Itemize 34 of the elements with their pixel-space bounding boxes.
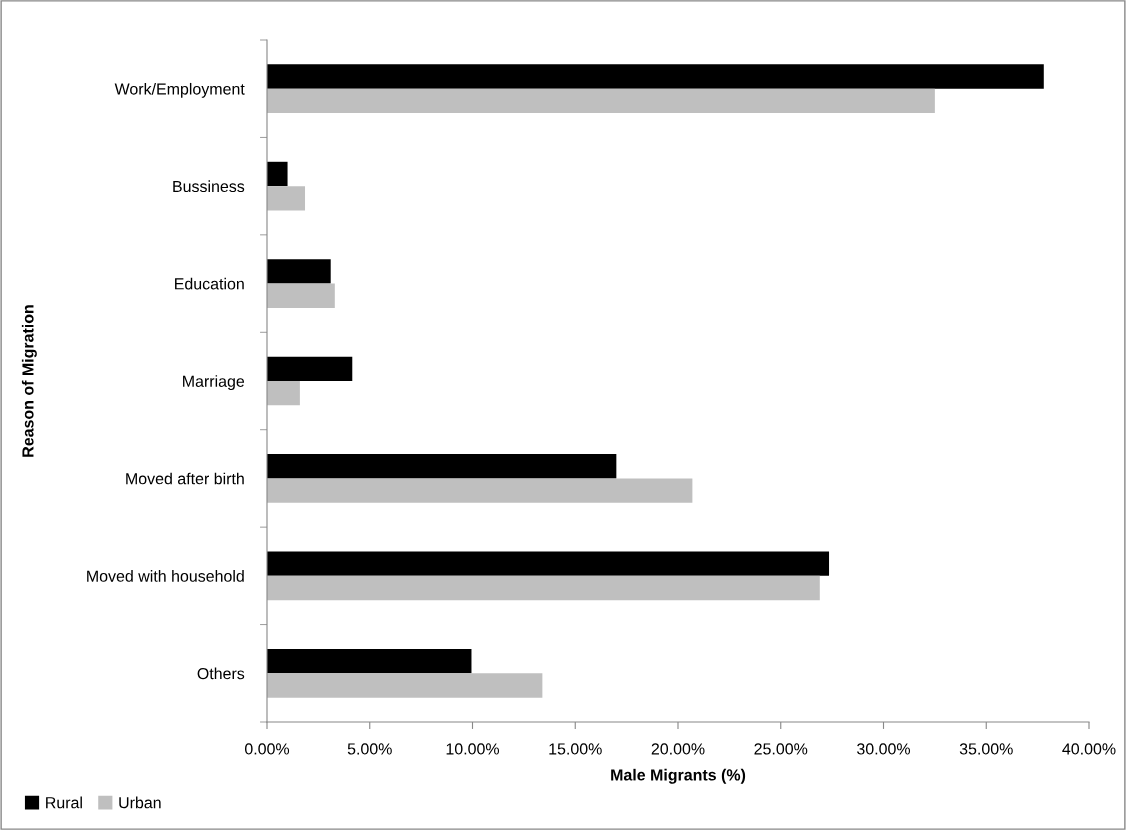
x-tick-label: 35.00%: [959, 743, 1013, 755]
y-tick-label: Bussiness: [173, 180, 245, 193]
y-tick-label: Marriage: [183, 375, 245, 391]
x-tick-label: 20.00%: [651, 743, 705, 755]
y-tick-label: Moved after birth: [126, 472, 244, 485]
y-axis-title: Reason of Migration: [21, 305, 37, 457]
bar: [267, 673, 543, 698]
y-tick-label: Moved with household: [87, 570, 244, 582]
legend-label: Rural: [46, 796, 82, 809]
x-tick-label: 25.00%: [754, 743, 808, 755]
y-tick-label: Others: [197, 667, 245, 680]
bar: [267, 283, 335, 308]
bar: [267, 575, 820, 601]
bar: [267, 356, 353, 381]
bar: [267, 551, 830, 576]
bar: [267, 161, 288, 187]
bar: [267, 478, 693, 503]
x-tick-label: 30.00%: [857, 743, 911, 755]
bar: [267, 259, 331, 284]
x-tick-label: 10.00%: [446, 743, 500, 755]
x-tick-label: 5.00%: [347, 743, 392, 755]
bar: [267, 454, 617, 479]
y-tick-label: Work/Employment: [114, 82, 245, 98]
bar: [267, 64, 1044, 89]
bar: [267, 88, 935, 114]
x-tick-label: 0.00%: [244, 743, 290, 755]
bar: [267, 648, 472, 674]
x-axis-title: Male Migrants (%): [611, 768, 746, 784]
legend-label: Urban: [119, 796, 161, 809]
y-tick-label: Education: [175, 277, 244, 290]
x-tick-label: 15.00%: [549, 743, 602, 755]
bar: [267, 381, 300, 406]
bar: [267, 186, 306, 211]
x-tick-label: 40.00%: [1062, 743, 1116, 755]
